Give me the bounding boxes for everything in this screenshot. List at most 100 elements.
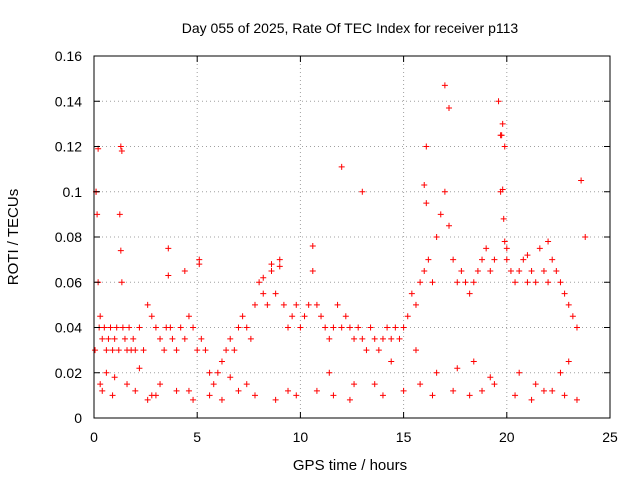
y-tick-label: 0.08 <box>55 229 82 245</box>
data-point <box>379 335 386 342</box>
data-point <box>507 267 514 274</box>
data-point <box>412 347 419 354</box>
data-point <box>190 396 197 403</box>
data-point <box>152 324 159 331</box>
data-point <box>167 324 174 331</box>
data-point <box>136 324 143 331</box>
data-point <box>491 256 498 263</box>
data-point <box>227 374 234 381</box>
data-point <box>313 387 320 394</box>
data-point <box>433 369 440 376</box>
data-point <box>157 335 164 342</box>
data-point <box>218 358 225 365</box>
data-point <box>367 324 374 331</box>
grid-lines <box>94 56 610 418</box>
data-point <box>516 369 523 376</box>
data-point <box>540 387 547 394</box>
data-point <box>280 301 287 308</box>
data-point <box>545 238 552 245</box>
data-point <box>111 335 118 342</box>
data-point <box>421 181 428 188</box>
data-point <box>173 347 180 354</box>
data-point <box>450 387 457 394</box>
data-point <box>450 256 457 263</box>
data-point <box>561 392 568 399</box>
data-point <box>148 313 155 320</box>
data-point <box>256 279 263 286</box>
data-point <box>503 245 510 252</box>
data-point <box>196 261 203 268</box>
data-point <box>161 347 168 354</box>
axis-ticks <box>93 55 611 419</box>
x-tick-label: 20 <box>499 429 515 445</box>
data-point <box>260 274 267 281</box>
data-point <box>532 381 539 388</box>
data-point <box>342 313 349 320</box>
data-point <box>152 392 159 399</box>
data-point <box>429 279 436 286</box>
data-point <box>396 335 403 342</box>
data-point <box>351 335 358 342</box>
data-point <box>334 301 341 308</box>
data-point <box>144 301 151 308</box>
data-point <box>136 365 143 372</box>
y-tick-label: 0 <box>74 410 82 426</box>
x-tick-label: 5 <box>193 429 201 445</box>
data-point <box>293 392 300 399</box>
data-point <box>132 347 139 354</box>
data-point <box>117 143 124 150</box>
data-point <box>101 324 108 331</box>
data-point <box>501 238 508 245</box>
data-point <box>578 177 585 184</box>
data-point <box>214 369 221 376</box>
data-point <box>326 335 333 342</box>
data-point <box>528 396 535 403</box>
data-point <box>524 279 531 286</box>
data-point <box>92 347 99 354</box>
data-point <box>97 313 104 320</box>
data-point <box>549 387 556 394</box>
data-point <box>285 387 292 394</box>
data-point <box>251 301 258 308</box>
data-point <box>400 324 407 331</box>
x-tick-labels: 0 5 10 15 20 25 <box>90 429 618 445</box>
data-point <box>516 267 523 274</box>
data-point <box>202 347 209 354</box>
data-point <box>330 392 337 399</box>
data-point <box>512 392 519 399</box>
data-point <box>479 256 486 263</box>
data-point <box>338 163 345 170</box>
data-point <box>346 324 353 331</box>
data-point <box>498 132 505 139</box>
data-point <box>107 324 114 331</box>
data-point <box>243 324 250 331</box>
data-point <box>371 381 378 388</box>
data-point <box>520 256 527 263</box>
data-point <box>105 335 112 342</box>
data-point <box>470 279 477 286</box>
data-point <box>103 347 110 354</box>
data-point <box>466 290 473 297</box>
data-point <box>223 347 230 354</box>
data-point <box>322 324 329 331</box>
data-point <box>400 387 407 394</box>
data-point <box>169 335 176 342</box>
data-point <box>462 279 469 286</box>
data-point <box>264 301 271 308</box>
data-point <box>272 290 279 297</box>
data-point <box>118 148 125 155</box>
data-point <box>190 324 197 331</box>
data-point <box>446 222 453 229</box>
data-point <box>210 381 217 388</box>
data-point <box>268 267 275 274</box>
data-point <box>549 256 556 263</box>
data-point <box>185 387 192 394</box>
data-point <box>239 313 246 320</box>
data-point <box>194 347 201 354</box>
data-point <box>206 392 213 399</box>
data-point <box>363 347 370 354</box>
data-point <box>165 245 172 252</box>
data-point <box>524 252 531 259</box>
data-point <box>379 392 386 399</box>
data-point <box>243 381 250 388</box>
